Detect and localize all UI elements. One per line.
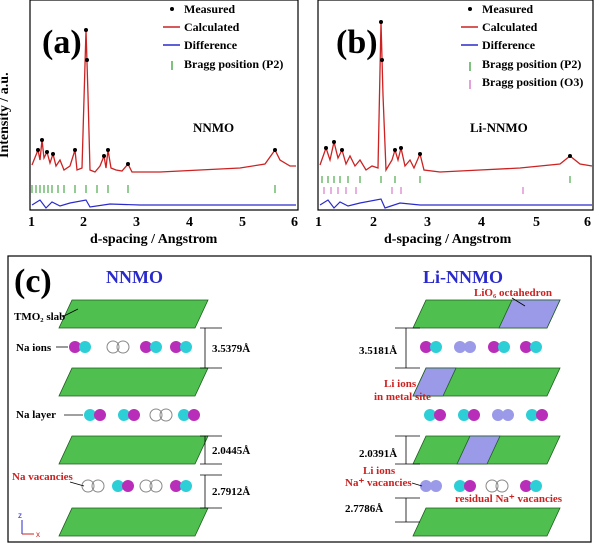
svg-text:6: 6 <box>584 215 591 230</box>
right-spacing-2: 2.0391Å <box>359 448 397 460</box>
panel-a-frame <box>29 0 299 211</box>
left-spacing-2: 2.0445Å <box>212 445 250 457</box>
right-title: Li-NNMO <box>423 267 503 287</box>
svg-text:3: 3 <box>133 215 140 230</box>
svg-text:5: 5 <box>239 215 246 230</box>
panel-b-xticks: 1 2 3 4 5 6 <box>315 215 591 230</box>
legend-calculated: Calculated <box>184 20 240 34</box>
svg-text:2: 2 <box>80 215 87 230</box>
panel-b-sample: Li-NNMO <box>470 120 528 135</box>
panel-a: (a) Measured Calculated Difference Bragg… <box>0 0 299 247</box>
left-title: NNMO <box>106 267 163 287</box>
svg-text:4: 4 <box>478 215 485 230</box>
label-na-layer: Na layer <box>16 409 56 421</box>
label-li-ions-na-2: Na⁺ vacancies <box>345 477 412 489</box>
left-na-rows <box>69 340 200 493</box>
panel-b-label: (b) <box>336 24 378 61</box>
label-na-vacancies: Na vacancies <box>12 471 74 483</box>
bragg-ticks-p2-b <box>321 176 571 183</box>
difference-curve-a <box>31 199 296 209</box>
svg-text:2: 2 <box>370 215 377 230</box>
label-residual-vacancies: residual Na⁺ vacancies <box>455 493 563 505</box>
bragg-ticks-a <box>31 185 276 193</box>
legend-bragg-p2: Bragg position (P2) <box>184 57 283 71</box>
calculated-curve-b <box>319 21 593 173</box>
panel-a-sample: NNMO <box>193 120 234 135</box>
panel-b-xlabel: d-spacing / Angstrom <box>384 232 512 247</box>
measured-points-a <box>36 28 277 166</box>
svg-text:x: x <box>36 530 40 539</box>
panel-b-legend: Measured Calculated Difference Bragg pos… <box>461 2 583 89</box>
panel-a-ylabel: Intensity / a.u. <box>0 72 12 158</box>
bragg-ticks-o3-b <box>323 187 524 194</box>
svg-text:1: 1 <box>315 215 322 230</box>
svg-text:4: 4 <box>186 215 193 230</box>
legend-measured: Measured <box>184 2 235 16</box>
svg-text:1: 1 <box>28 215 35 230</box>
panel-a-label: (a) <box>42 24 82 61</box>
panel-a-xticks: 1 2 3 4 5 6 <box>28 215 298 230</box>
label-lio6-octahedron: LiO₆ octahedron <box>474 287 552 299</box>
svg-text:6: 6 <box>291 215 298 230</box>
right-spacing-3: 2.7786Å <box>345 503 383 515</box>
legend-bragg-o3-b: Bragg position (O3) <box>482 75 583 89</box>
svg-text:z: z <box>18 511 22 520</box>
legend-difference: Difference <box>184 38 238 52</box>
panel-b-frame <box>317 0 594 211</box>
panel-a-legend: Measured Calculated Difference Bragg pos… <box>163 2 283 71</box>
legend-calculated-b: Calculated <box>482 20 538 34</box>
panel-c-label: (c) <box>14 263 52 300</box>
left-slabs <box>58 299 209 537</box>
panel-c: (c) NNMO Li-NNMO <box>7 255 592 543</box>
right-spacing-brackets <box>395 327 420 523</box>
left-spacing-3: 2.7912Å <box>212 486 250 498</box>
right-spacing-1: 3.5181Å <box>359 345 397 357</box>
label-li-ions-metal-1: Li ions <box>384 378 417 390</box>
svg-text:3: 3 <box>424 215 431 230</box>
legend-bragg-p2-b: Bragg position (P2) <box>482 57 581 71</box>
panel-a-xlabel: d-spacing / Angstrom <box>90 232 218 247</box>
label-li-ions-na-1: Li ions <box>363 465 396 477</box>
right-na-rows <box>420 341 548 493</box>
calculated-curve-a <box>31 29 296 173</box>
left-spacing-brackets <box>200 327 222 509</box>
right-slabs <box>412 299 561 537</box>
legend-difference-b: Difference <box>482 38 536 52</box>
panel-b: (b) Measured Calculated Difference Bragg… <box>315 0 594 247</box>
label-li-ions-metal-2: in metal site <box>374 391 431 403</box>
axes-glyph: z x <box>18 511 40 539</box>
measured-points-b <box>324 20 572 158</box>
left-spacing-1: 3.5379Å <box>212 343 250 355</box>
svg-text:5: 5 <box>533 215 540 230</box>
label-na-ions: Na ions <box>16 342 52 354</box>
difference-curve-b <box>319 198 592 209</box>
label-tmo2-slab: TMO₂ slab <box>14 311 65 323</box>
legend-measured-b: Measured <box>482 2 533 16</box>
